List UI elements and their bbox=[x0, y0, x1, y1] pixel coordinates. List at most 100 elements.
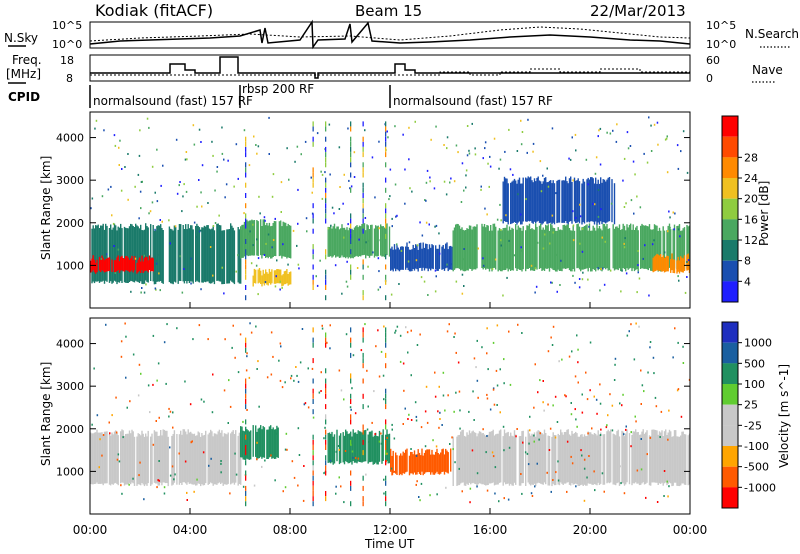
velocity-point bbox=[496, 384, 499, 387]
velocity-point bbox=[385, 337, 387, 343]
velocity-point bbox=[329, 459, 332, 462]
power-point bbox=[296, 244, 298, 247]
velocity-cell bbox=[252, 425, 254, 457]
power-point bbox=[237, 254, 239, 257]
power-point bbox=[559, 284, 561, 286]
power-cell bbox=[98, 256, 101, 271]
power-point bbox=[636, 195, 638, 198]
power-cell bbox=[96, 259, 98, 273]
velocity-point bbox=[301, 328, 304, 330]
velocity-cell bbox=[348, 433, 351, 464]
power-point bbox=[385, 187, 387, 193]
power-cell bbox=[517, 179, 519, 223]
velocity-colorbar-frame bbox=[721, 321, 739, 509]
power-point bbox=[211, 140, 213, 143]
power-cell bbox=[660, 254, 662, 271]
velocity-point bbox=[402, 362, 405, 365]
power-point bbox=[325, 249, 327, 255]
power-cell bbox=[570, 230, 572, 272]
velocity-cell bbox=[436, 448, 438, 472]
velocity-point bbox=[492, 388, 495, 391]
power-cell bbox=[537, 176, 539, 221]
power-point bbox=[494, 258, 497, 261]
power-point bbox=[502, 294, 504, 297]
power-point bbox=[378, 140, 380, 143]
velocity-point bbox=[516, 428, 518, 430]
velocity-point bbox=[565, 395, 567, 398]
power-point bbox=[286, 147, 288, 150]
power-cell bbox=[127, 228, 129, 283]
power-cell bbox=[116, 257, 118, 271]
velocity-point bbox=[155, 420, 157, 422]
velocity-cell bbox=[411, 452, 413, 474]
power-point bbox=[353, 176, 356, 178]
power-cell bbox=[267, 273, 269, 286]
velocity-point bbox=[666, 480, 668, 483]
power-cell bbox=[227, 229, 229, 284]
velocity-point bbox=[192, 338, 194, 341]
velocity-cell bbox=[472, 430, 474, 483]
power-point bbox=[408, 126, 410, 129]
velocity-cell bbox=[378, 430, 381, 462]
power-cell bbox=[592, 178, 594, 222]
velocity-cell bbox=[247, 430, 249, 460]
velocity-point bbox=[614, 363, 616, 366]
velocity-point bbox=[454, 332, 456, 335]
power-point bbox=[312, 141, 314, 147]
power-point bbox=[252, 244, 254, 247]
power-point bbox=[371, 156, 374, 159]
velocity-point bbox=[385, 439, 387, 445]
power-cell bbox=[340, 228, 342, 258]
power-cell bbox=[502, 181, 504, 224]
velocity-cell bbox=[257, 428, 259, 459]
power-cell bbox=[677, 225, 679, 269]
velocity-point bbox=[367, 441, 370, 443]
velocity-point bbox=[312, 485, 314, 491]
velocity-cell bbox=[131, 429, 133, 483]
velocity-cell bbox=[361, 432, 363, 463]
velocity-point bbox=[626, 334, 629, 337]
power-cell bbox=[285, 222, 287, 257]
power-cell bbox=[188, 228, 191, 283]
velocity-point bbox=[503, 449, 505, 452]
power-point bbox=[407, 260, 410, 263]
power-cell bbox=[265, 225, 267, 258]
velocity-cell bbox=[617, 429, 619, 483]
power-cell bbox=[268, 222, 271, 257]
power-point bbox=[395, 215, 397, 218]
velocity-point bbox=[335, 485, 337, 488]
velocity-point bbox=[245, 496, 247, 502]
velocity-cell bbox=[395, 452, 397, 474]
velocity-point bbox=[486, 397, 489, 400]
velocity-point bbox=[434, 371, 436, 374]
velocity-cell bbox=[217, 431, 219, 484]
power-point bbox=[648, 294, 650, 297]
velocity-cell bbox=[250, 430, 252, 460]
velocity-point bbox=[487, 368, 489, 371]
power-cell bbox=[648, 224, 651, 269]
power-cell bbox=[606, 224, 608, 269]
velocity-point bbox=[476, 339, 478, 342]
power-point bbox=[245, 162, 247, 168]
power-point bbox=[388, 198, 390, 201]
velocity-cell bbox=[413, 450, 416, 473]
velocity-point bbox=[534, 485, 536, 488]
power-point bbox=[114, 272, 117, 274]
velocity-point bbox=[677, 388, 680, 391]
velocity-point bbox=[362, 496, 364, 502]
velocity-point bbox=[312, 465, 314, 471]
velocity-colorbar-tick-label: 25 bbox=[744, 399, 758, 412]
power-point bbox=[350, 126, 352, 132]
power-cell bbox=[676, 260, 678, 274]
beam-label: Beam 15 bbox=[355, 2, 422, 20]
velocity-cell bbox=[457, 435, 459, 486]
velocity-point bbox=[325, 332, 327, 338]
velocity-point bbox=[340, 389, 343, 392]
power-cell bbox=[373, 228, 376, 258]
power-point bbox=[385, 274, 387, 280]
velocity-point bbox=[362, 439, 364, 445]
power-point bbox=[347, 223, 349, 226]
velocity-point bbox=[299, 361, 302, 364]
power-point bbox=[504, 150, 506, 153]
